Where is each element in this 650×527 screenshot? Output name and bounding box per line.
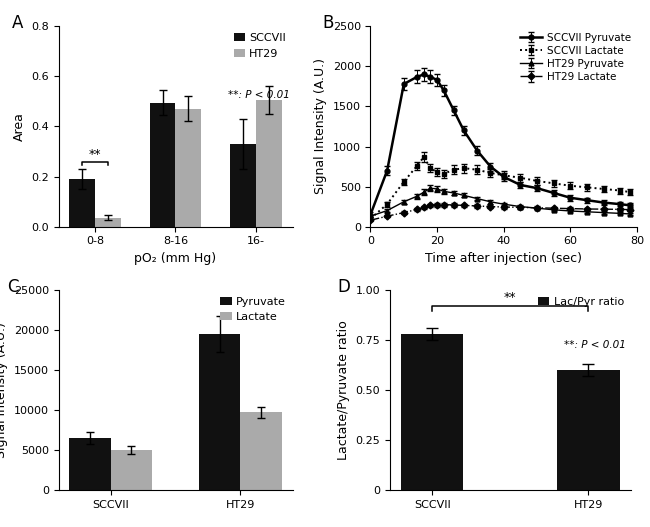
X-axis label: Time after injection (sec): Time after injection (sec)	[425, 252, 582, 265]
Legend: Pyruvate, Lactate: Pyruvate, Lactate	[216, 292, 291, 327]
Legend: SCCVII Pyruvate, SCCVII Lactate, HT29 Pyruvate, HT29 Lactate: SCCVII Pyruvate, SCCVII Lactate, HT29 Py…	[515, 28, 635, 86]
Bar	[69, 179, 95, 227]
Text: **: P < 0.01: **: P < 0.01	[564, 340, 626, 350]
Bar	[199, 334, 240, 490]
Y-axis label: Signal Intensity (A.U.): Signal Intensity (A.U.)	[314, 58, 327, 194]
Bar	[111, 450, 152, 490]
Bar	[150, 103, 176, 227]
Legend: SCCVII, HT29: SCCVII, HT29	[229, 28, 291, 63]
Y-axis label: Area: Area	[12, 112, 25, 141]
Y-axis label: Lactate/Pyruvate ratio: Lactate/Pyruvate ratio	[337, 320, 350, 460]
Text: **: P < 0.01: **: P < 0.01	[228, 91, 290, 101]
Y-axis label: Signal intensity (A.U.): Signal intensity (A.U.)	[0, 322, 8, 458]
Bar	[557, 370, 619, 490]
Legend: Lac/Pyr ratio: Lac/Pyr ratio	[534, 292, 629, 311]
Bar	[69, 438, 110, 490]
X-axis label: pO₂ (mm Hg): pO₂ (mm Hg)	[135, 252, 216, 265]
Bar	[176, 109, 202, 227]
Bar	[240, 413, 282, 490]
Bar	[256, 100, 282, 227]
Bar	[95, 218, 121, 227]
Text: B: B	[322, 14, 334, 32]
Text: D: D	[337, 278, 350, 296]
Text: **: **	[504, 291, 517, 304]
Bar	[401, 334, 463, 490]
Text: C: C	[7, 278, 18, 296]
Text: A: A	[12, 14, 23, 32]
Bar	[230, 144, 256, 227]
Text: **: **	[88, 148, 101, 161]
